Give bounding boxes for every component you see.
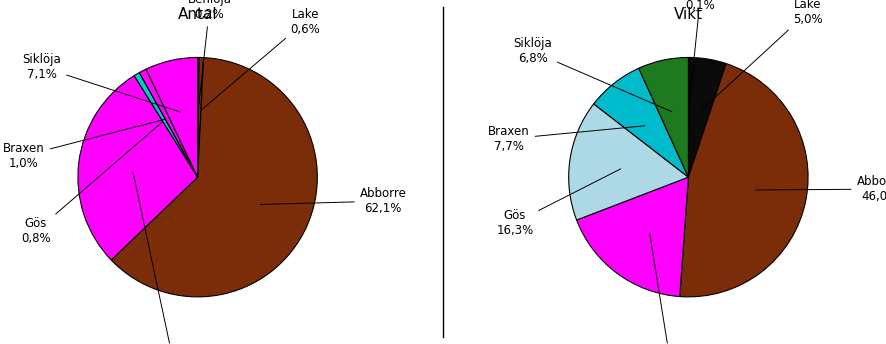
Text: Lake
5,0%: Lake 5,0% (701, 0, 823, 110)
Wedge shape (134, 73, 198, 177)
Wedge shape (594, 68, 688, 177)
Text: Braxen
7,7%: Braxen 7,7% (488, 125, 645, 153)
Wedge shape (198, 57, 204, 177)
Text: Mört
18,0%: Mört 18,0% (649, 233, 689, 344)
Wedge shape (198, 57, 199, 177)
Text: Benlöja
0,1%: Benlöja 0,1% (679, 0, 722, 109)
Wedge shape (112, 57, 317, 297)
Text: Lake
0,6%: Lake 0,6% (202, 8, 320, 109)
Text: Benlöja
0,2%: Benlöja 0,2% (188, 0, 231, 109)
Text: Siklöja
6,8%: Siklöja 6,8% (513, 37, 672, 112)
Title: Vikt: Vikt (674, 7, 703, 22)
Text: Abborre
62,1%: Abborre 62,1% (260, 187, 407, 215)
Wedge shape (78, 76, 198, 260)
Text: Braxen
1,0%: Braxen 1,0% (4, 119, 165, 170)
Text: Gös
16,3%: Gös 16,3% (496, 169, 621, 237)
Wedge shape (139, 69, 198, 177)
Text: Siklöja
7,1%: Siklöja 7,1% (23, 53, 181, 112)
Wedge shape (680, 64, 808, 297)
Wedge shape (569, 104, 688, 220)
Wedge shape (639, 57, 688, 177)
Text: Gös
0,8%: Gös 0,8% (21, 122, 162, 245)
Wedge shape (577, 177, 688, 297)
Wedge shape (146, 57, 198, 177)
Wedge shape (688, 57, 727, 177)
Title: Antal: Antal (178, 7, 217, 22)
Text: Abborre
46,0%: Abborre 46,0% (756, 175, 886, 203)
Text: Mört
28,3%: Mört 28,3% (133, 172, 192, 344)
